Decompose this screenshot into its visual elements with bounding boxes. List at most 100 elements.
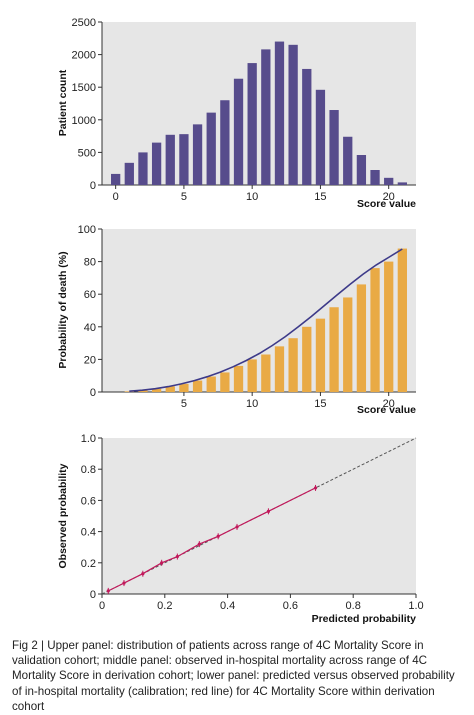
bar-score-13 [288, 338, 298, 392]
bar-score-20 [384, 261, 394, 392]
bar-score-3 [151, 142, 162, 185]
calibration-line [108, 487, 316, 592]
y-tick-label: 40 [84, 322, 96, 334]
x-tick-label: 1.0 [408, 600, 423, 612]
caption-text: Fig 2 | Upper panel: distribution of pat… [12, 639, 455, 713]
bar-score-21 [397, 248, 407, 392]
bar-score-5 [179, 383, 189, 392]
bar-score-18 [356, 155, 367, 185]
y-axis-title: Probability of death (%) [57, 251, 69, 368]
x-tick-label: 0.8 [346, 600, 361, 612]
bar-score-2 [138, 390, 148, 392]
plot-area [102, 229, 416, 392]
calibration-point [313, 486, 318, 490]
bar-score-12 [274, 346, 285, 392]
y-tick-label: 500 [78, 147, 96, 159]
y-tick-label: 1500 [72, 82, 96, 94]
bar-score-8 [220, 372, 230, 392]
bar-score-9 [233, 78, 244, 185]
y-tick-label: 1.0 [81, 433, 96, 445]
calibration-point [160, 561, 164, 565]
bar-score-20 [384, 177, 394, 185]
x-tick-label: 0 [113, 191, 119, 203]
bar-score-1 [124, 162, 134, 185]
y-tick-label: 0 [90, 589, 96, 601]
y-axis-title: Patient count [57, 69, 69, 136]
bar-score-15 [315, 318, 326, 392]
y-tick-label: 2000 [72, 50, 96, 62]
bar-score-16 [329, 110, 339, 185]
bar-score-13 [288, 44, 298, 185]
calibration-point [122, 581, 126, 585]
x-tick-label: 5 [181, 398, 187, 410]
y-tick-label: 0.4 [81, 527, 96, 539]
calibration-point [235, 525, 239, 529]
calibration-point [197, 542, 201, 546]
bar-score-1 [124, 391, 134, 392]
bar-score-6 [192, 124, 203, 185]
x-tick-label: 20 [383, 191, 395, 203]
bar-score-7 [206, 376, 216, 392]
bar-score-4 [165, 134, 175, 185]
calibration-point [106, 589, 110, 593]
x-tick-label: 15 [314, 191, 326, 203]
y-tick-label: 0.6 [81, 495, 96, 507]
bar-score-17 [343, 297, 353, 392]
y-tick-label: 2500 [72, 17, 96, 29]
x-tick-label: 0 [99, 600, 105, 612]
y-tick-label: 1000 [72, 115, 96, 127]
y-tick-label: 0 [90, 387, 96, 399]
bar-score-9 [233, 365, 244, 392]
bar-score-4 [165, 386, 175, 392]
y-axis-title: Observed probability [57, 463, 69, 568]
bar-score-8 [220, 100, 230, 185]
bar-score-16 [329, 307, 339, 392]
calibration-point [266, 509, 271, 513]
y-tick-label: 0.8 [81, 464, 96, 476]
y-tick-label: 60 [84, 289, 96, 301]
x-axis-title: Score value [357, 198, 416, 210]
calibration-point [175, 554, 179, 559]
panel-calibration: 0 0.2 0.4 0.6 0.8 1.0 0 0.2 0.4 0.6 0.8 1.0 Predic… [57, 433, 424, 625]
bar-score-5 [179, 134, 189, 185]
y-tick-label: 0.2 [81, 558, 96, 570]
calibration-point [141, 572, 145, 576]
bar-score-14 [302, 326, 312, 392]
calibration-point [216, 534, 220, 538]
bar-score-3 [151, 388, 162, 392]
y-tick-label: 100 [78, 224, 96, 236]
bar-score-11 [261, 49, 271, 185]
x-tick-label: 15 [314, 398, 326, 410]
bar-score-15 [315, 89, 326, 185]
y-tick-label: 80 [84, 257, 96, 269]
bar-score-11 [261, 354, 271, 392]
figure-caption: Fig 2 | Upper panel: distribution of pat… [12, 638, 464, 714]
bar-score-17 [343, 136, 353, 185]
bar-score-19 [370, 170, 380, 185]
x-axis-title: Predicted probability [312, 613, 417, 625]
x-tick-label: 0.6 [283, 600, 298, 612]
bar-score-21 [397, 182, 407, 185]
panel-observed-mortality: 5 10 15 20 0 20 40 60 80 100 Score value Probabi… [57, 224, 416, 416]
fitted-probability-curve [129, 248, 403, 392]
bar-score-6 [192, 380, 203, 392]
x-tick-label: 20 [383, 398, 395, 410]
bar-score-14 [302, 68, 312, 185]
bar-score-10 [247, 359, 257, 392]
x-tick-label: 0.2 [157, 600, 172, 612]
bar-score-2 [138, 152, 148, 185]
bar-score-18 [356, 284, 367, 392]
bar-score-7 [206, 112, 216, 185]
panel-patient-distribution: 0 5 10 15 20 0 500 1000 1500 2000 2500 Score valu… [57, 17, 416, 210]
plot-area [102, 22, 416, 185]
bar-score-0 [111, 173, 121, 185]
x-axis-title: Score value [357, 404, 416, 416]
bar-score-10 [247, 63, 257, 185]
bar-score-19 [370, 268, 380, 392]
x-tick-label: 0.4 [220, 600, 235, 612]
x-tick-label: 5 [181, 191, 187, 203]
bar-score-12 [274, 41, 285, 186]
x-tick-label: 10 [246, 398, 258, 410]
y-tick-label: 20 [84, 354, 96, 366]
